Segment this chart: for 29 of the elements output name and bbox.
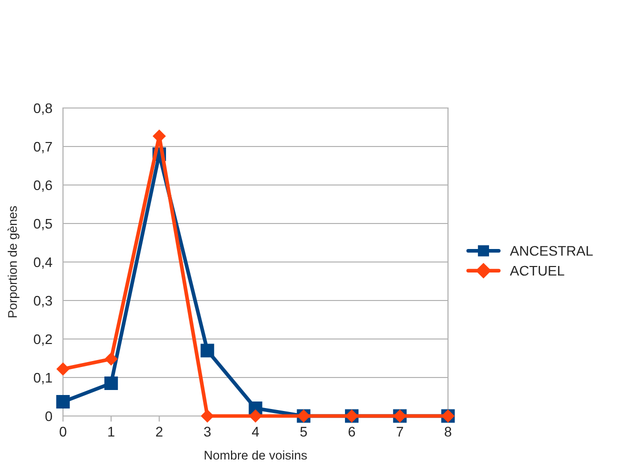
x-tick-label: 1: [108, 426, 114, 436]
y-axis-title: Porportion de gènes: [8, 206, 20, 318]
x-tick-label: 4: [252, 426, 259, 436]
x-tick-label: 8: [444, 426, 452, 437]
y-tick-label: 0,6: [34, 180, 52, 192]
y-tick-label: 0,7: [34, 142, 52, 154]
point: [56, 394, 70, 409]
point: [200, 344, 214, 358]
x-tick-label: 7: [396, 426, 404, 436]
y-tick-label: 0: [45, 411, 52, 422]
y-tick-label: 0,1: [34, 372, 52, 384]
point: [249, 410, 262, 422]
x-tick-label: 6: [348, 426, 355, 437]
y-tick-label: 0,8: [34, 103, 52, 115]
x-tick-label: 5: [300, 426, 307, 437]
point: [56, 362, 70, 376]
y-tick-label: 0,3: [34, 296, 52, 308]
point: [104, 352, 118, 366]
x-tick-label: 3: [204, 426, 211, 437]
y-tick-label: 0,2: [34, 334, 52, 346]
x-tick-label: 2: [156, 426, 162, 436]
point: [200, 410, 214, 422]
legend-label: ANCESTRAL: [510, 246, 593, 256]
x-axis-title: Nombre de voisins: [204, 450, 307, 460]
x-tick-label: 0: [60, 426, 66, 437]
point: [104, 376, 118, 390]
legend-label: ACTUEL: [510, 266, 564, 276]
y-tick-label: 0,4: [34, 257, 52, 269]
y-tick-label: 0,5: [34, 218, 52, 230]
